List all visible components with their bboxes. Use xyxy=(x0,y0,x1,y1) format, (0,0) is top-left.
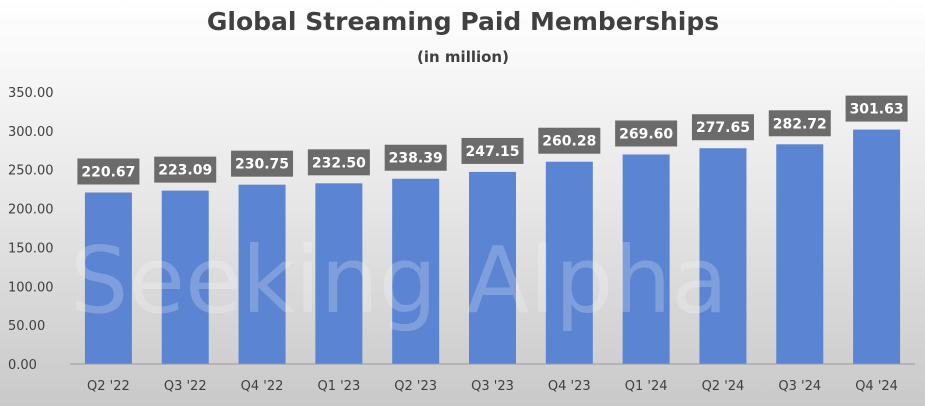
bar xyxy=(853,129,901,364)
data-label: 277.65 xyxy=(691,114,754,141)
x-tick-label: Q3 '24 xyxy=(778,379,821,394)
bar xyxy=(392,178,440,364)
data-label-text: 277.65 xyxy=(696,120,750,136)
y-tick-label: 100.00 xyxy=(8,280,54,295)
data-label-box xyxy=(768,110,831,137)
bar xyxy=(238,184,286,364)
data-label-box xyxy=(461,137,524,164)
data-labels: 220.67 223.09 230.75 232.50 238.39 247.15 260.… xyxy=(77,95,908,185)
data-label: 282.72 xyxy=(768,110,831,137)
chart-subtitle: (in million) xyxy=(417,48,509,66)
data-label: 247.15 xyxy=(461,137,524,164)
x-tick-label: Q4 '23 xyxy=(548,379,591,394)
x-tick-label: Q2 '23 xyxy=(394,379,437,394)
watermark: Seeking Alpha xyxy=(70,227,728,334)
data-label: 220.67 xyxy=(77,158,140,185)
bar xyxy=(315,183,363,364)
y-tick-label: 250.00 xyxy=(8,164,54,179)
data-label-box xyxy=(691,114,754,141)
data-label: 230.75 xyxy=(231,150,294,177)
y-tick-label: 200.00 xyxy=(8,203,54,218)
chart-title: Global Streaming Paid Memberships xyxy=(207,7,719,36)
bars xyxy=(84,129,901,364)
data-label-text: 223.09 xyxy=(158,163,212,179)
data-label-text: 282.72 xyxy=(773,116,827,132)
bar xyxy=(776,144,824,364)
data-label-box xyxy=(538,127,601,154)
y-tick-label: 300.00 xyxy=(8,125,54,140)
bar xyxy=(161,190,209,364)
y-tick-label: 0.00 xyxy=(8,358,37,373)
data-label-text: 247.15 xyxy=(465,144,519,160)
x-tick-label: Q4 '24 xyxy=(855,379,898,394)
data-label-box xyxy=(154,156,217,183)
data-label-box xyxy=(307,149,370,176)
data-label: 301.63 xyxy=(845,95,908,122)
x-tick-label: Q2 '22 xyxy=(87,379,130,394)
x-tick-label: Q1 '24 xyxy=(625,379,668,394)
x-axis: Q2 '22 Q3 '22 Q4 '22 Q1 '23 Q2 '23 Q3 '23 Q4 '… xyxy=(70,363,915,394)
data-label-box xyxy=(615,120,678,147)
data-label-box xyxy=(231,150,294,177)
data-label: 260.28 xyxy=(538,127,601,154)
data-label-box xyxy=(384,144,447,171)
x-tick-label: Q2 '24 xyxy=(702,379,745,394)
data-label: 238.39 xyxy=(384,144,447,171)
bar xyxy=(699,148,747,364)
data-label-box xyxy=(845,95,908,122)
data-label-text: 232.50 xyxy=(312,155,366,171)
y-tick-label: 350.00 xyxy=(8,86,54,101)
data-label: 269.60 xyxy=(615,120,678,147)
y-axis: 0.00 50.00 100.00 150.00 200.00 250.00 300.00 3… xyxy=(8,86,54,373)
data-label-text: 238.39 xyxy=(389,151,443,167)
bar xyxy=(622,154,670,364)
y-tick-label: 150.00 xyxy=(8,241,54,256)
x-tick-label: Q3 '22 xyxy=(164,379,207,394)
bar xyxy=(545,161,593,364)
x-tick-label: Q4 '22 xyxy=(241,379,284,394)
bar xyxy=(469,171,516,364)
x-tick-label: Q3 '23 xyxy=(471,379,514,394)
data-label-text: 301.63 xyxy=(850,102,904,118)
bar xyxy=(84,192,132,364)
data-label-text: 269.60 xyxy=(619,126,673,142)
data-label: 232.50 xyxy=(307,149,370,176)
data-label-text: 220.67 xyxy=(81,165,135,181)
y-tick-label: 50.00 xyxy=(8,319,45,334)
data-label-text: 260.28 xyxy=(542,134,596,150)
data-label: 223.09 xyxy=(154,156,217,183)
x-tick-label: Q1 '23 xyxy=(317,379,360,394)
data-label-text: 230.75 xyxy=(235,157,289,173)
data-label-box xyxy=(77,158,140,185)
